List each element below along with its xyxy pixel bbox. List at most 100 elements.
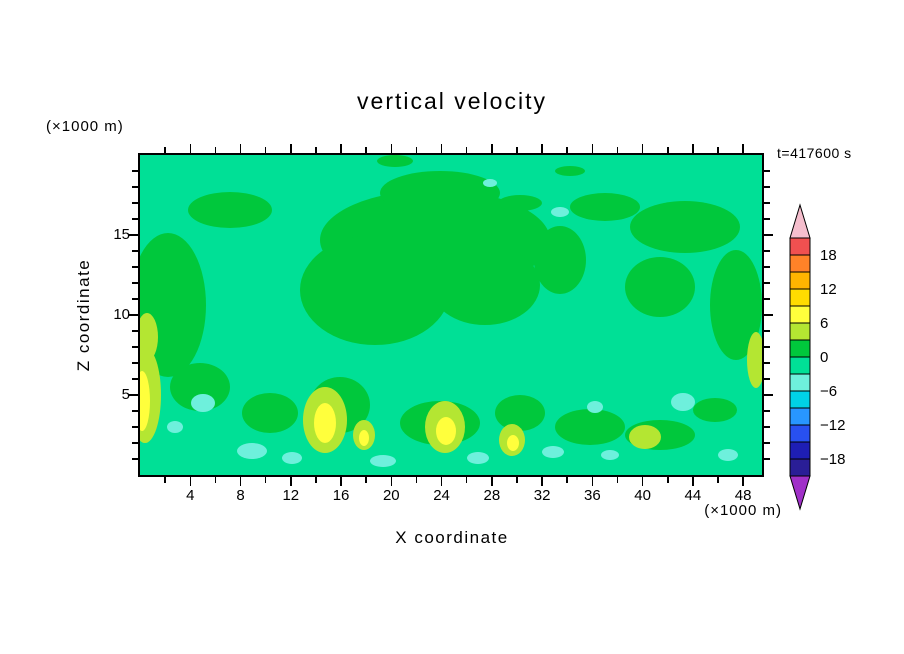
x-tick-label: 44 (684, 487, 702, 504)
y-tick-left (132, 218, 138, 220)
x-tick-bottom (365, 477, 367, 483)
x-tick-top (641, 144, 644, 153)
x-tick-top (315, 147, 317, 153)
y-tick-right (764, 378, 770, 380)
contour-field (140, 155, 762, 475)
x-tick-bottom (465, 477, 468, 483)
x-axis-title: X coordinate (395, 528, 509, 547)
x-tick-bottom (742, 477, 744, 486)
y-tick-left (129, 314, 138, 316)
colorbar-label: 0 (820, 349, 828, 366)
x-tick-label: 16 (332, 487, 350, 504)
y-tick-left (132, 250, 138, 252)
colorbar-segment (789, 441, 811, 460)
colorbar-label: −12 (820, 417, 845, 434)
colorbar-segment (789, 424, 811, 443)
x-tick-top (440, 144, 443, 153)
x-tick-bottom (315, 477, 317, 483)
x-tick-bottom (390, 477, 393, 486)
x-tick-label: 40 (634, 487, 651, 504)
x-tick-top (541, 144, 543, 153)
colorbar-segment (789, 305, 811, 324)
y-tick-left (132, 458, 138, 460)
x-tick-bottom (717, 477, 719, 483)
x-tick-top (491, 144, 493, 153)
y-tick-left (132, 202, 138, 204)
colorbar-label: 12 (820, 281, 837, 298)
x-tick-top (415, 147, 418, 153)
y-tick-left (132, 330, 138, 332)
y-axis-title: Z coordinate (74, 258, 93, 372)
colorbar-segment (789, 237, 811, 256)
y-tick-label: 5 (121, 386, 130, 403)
x-tick-bottom (239, 477, 242, 486)
x-tick-label: 32 (533, 487, 551, 504)
x-tick-label: 28 (483, 487, 501, 504)
x-tick-bottom (214, 477, 217, 483)
colorbar-arrow-top (789, 203, 811, 239)
x-tick-bottom (692, 477, 694, 486)
x-tick-top (591, 144, 594, 153)
x-tick-label: 24 (433, 487, 450, 504)
colorbar-label: −18 (820, 451, 845, 468)
y-tick-right (764, 250, 770, 252)
colorbar-segment (789, 356, 811, 375)
x-tick-bottom (290, 477, 292, 486)
colorbar-label: 18 (820, 247, 837, 264)
x-tick-top (717, 147, 719, 153)
colorbar-segment (789, 288, 811, 307)
y-tick-left (129, 394, 138, 396)
x-tick-top (566, 147, 568, 153)
x-tick-label: 12 (282, 487, 300, 504)
y-tick-left (132, 410, 138, 412)
x-tick-bottom (641, 477, 644, 486)
colorbar-segment (789, 373, 811, 392)
x-tick-bottom (164, 477, 166, 483)
x-tick-bottom (264, 477, 267, 483)
x-tick-label: 36 (584, 487, 601, 504)
y-tick-left (132, 442, 138, 444)
y-tick-right (764, 218, 770, 220)
x-tick-top (340, 144, 342, 153)
colorbar-segment (789, 390, 811, 409)
x-tick-top (365, 147, 367, 153)
y-tick-label: 10 (113, 306, 130, 323)
x-tick-bottom (566, 477, 568, 483)
y-tick-right (764, 314, 773, 316)
x-tick-bottom (667, 477, 669, 483)
y-tick-left (132, 170, 138, 172)
colorbar-segment (789, 458, 811, 477)
x-tick-bottom (616, 477, 619, 483)
x-tick-bottom (440, 477, 443, 486)
y-tick-right (764, 170, 770, 172)
y-tick-left (132, 362, 138, 364)
y-tick-right (764, 266, 770, 268)
x-tick-label: 48 (734, 487, 752, 504)
colorbar-label: −6 (820, 383, 837, 400)
colorbar-segment (789, 339, 811, 358)
y-tick-label: 15 (113, 226, 130, 243)
x-tick-top (465, 147, 468, 153)
plot-area: 4 8 12 16 20 24 28 32 36 40 44 48 5 10 15 (113, 144, 773, 504)
y-tick-right (764, 394, 773, 396)
y-tick-left (132, 282, 138, 284)
y-tick-right (764, 202, 770, 204)
x-tick-top (264, 147, 267, 153)
x-tick-label: 20 (382, 487, 400, 504)
x-tick-top (239, 144, 242, 153)
y-tick-left (132, 346, 138, 348)
y-tick-right (764, 426, 770, 428)
x-tick-bottom (491, 477, 493, 486)
x-tick-bottom (591, 477, 594, 486)
x-tick-top (616, 147, 619, 153)
x-tick-label: 4 (186, 487, 195, 504)
y-tick-right (764, 186, 770, 188)
x-tick-bottom (340, 477, 342, 486)
x-tick-bottom (415, 477, 418, 483)
x-tick-top (164, 147, 166, 153)
y-tick-right (764, 282, 770, 284)
y-tick-right (764, 410, 770, 412)
y-tick-right (764, 442, 770, 444)
colorbar-segment (789, 322, 811, 341)
